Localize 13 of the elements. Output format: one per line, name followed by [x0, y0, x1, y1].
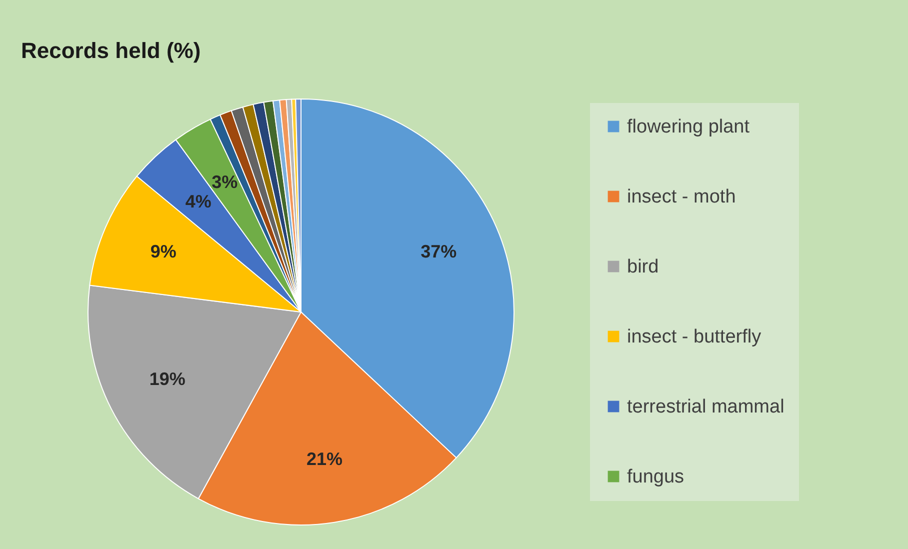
legend-label: flowering plant [627, 116, 750, 138]
legend-label: insect - butterfly [627, 326, 762, 348]
data-label: 21% [306, 449, 342, 470]
data-label: 3% [212, 172, 238, 192]
legend-label: insect - moth [627, 186, 736, 208]
data-label: 4% [185, 192, 212, 212]
legend-label: terrestrial mammal [627, 396, 784, 418]
legend-label: fungus [627, 466, 684, 488]
data-label: 19% [149, 369, 186, 390]
data-label: 9% [150, 241, 176, 262]
legend-label: bird [627, 256, 659, 278]
chart-title: Records held (%) [21, 38, 201, 63]
data-label: 37% [420, 241, 457, 262]
